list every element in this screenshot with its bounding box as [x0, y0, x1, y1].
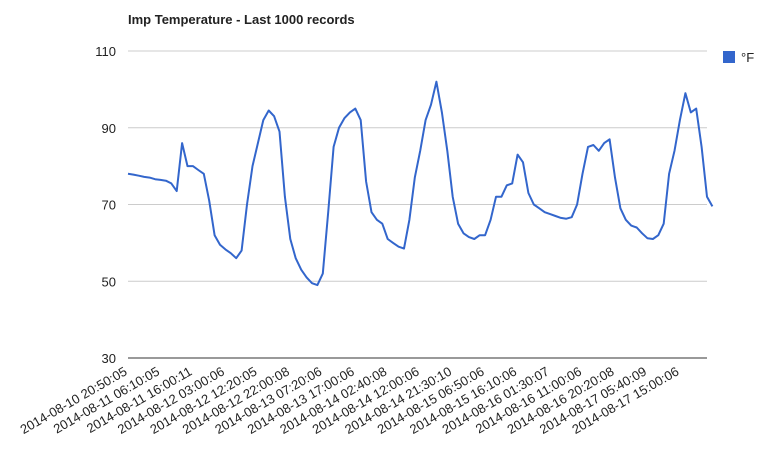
y-tick-label: 90	[102, 121, 116, 136]
y-tick-label: 30	[102, 351, 116, 366]
line	[127, 80, 714, 287]
legend-swatch	[723, 51, 735, 63]
y-tick-label: 70	[102, 198, 116, 213]
y-tick-label: 50	[102, 274, 116, 289]
y-tick-label: 110	[95, 44, 116, 59]
legend-label: °F	[741, 50, 754, 65]
chart-title: Imp Temperature - Last 1000 records	[128, 12, 355, 27]
